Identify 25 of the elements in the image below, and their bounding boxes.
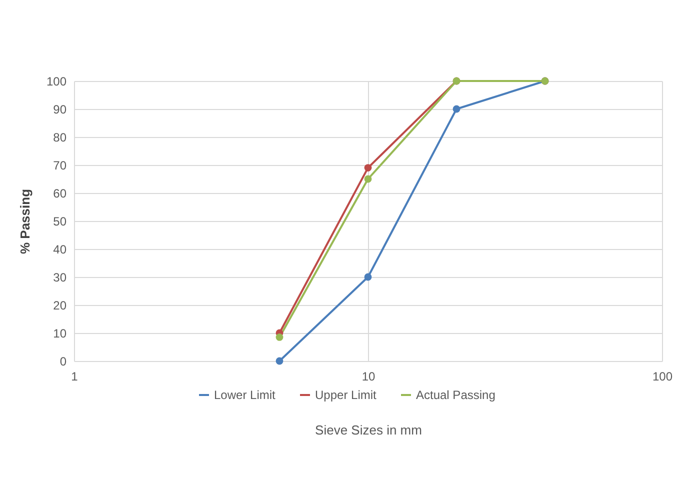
y-tick-label: 30 xyxy=(53,270,67,284)
y-tick-label: 10 xyxy=(53,326,67,340)
x-tick-label: 10 xyxy=(362,370,376,384)
y-tick-label: 0 xyxy=(60,354,67,368)
point xyxy=(364,273,372,281)
y-axis-title: % Passing xyxy=(17,188,32,254)
y-tick-label: 70 xyxy=(53,158,67,172)
legend-label: Actual Passing xyxy=(416,388,496,402)
y-tick-label: 80 xyxy=(53,130,67,144)
legend-label: Lower Limit xyxy=(214,388,276,402)
y-tick-label: 100 xyxy=(46,74,67,88)
y-tick-label: 50 xyxy=(53,214,67,228)
point xyxy=(364,175,372,183)
y-tick-label: 90 xyxy=(53,102,67,116)
point xyxy=(364,164,372,172)
x-tick-label: 1 xyxy=(71,370,78,384)
point xyxy=(276,334,284,341)
y-tick-label: 40 xyxy=(53,242,67,256)
point xyxy=(452,105,460,113)
y-tick-label: 60 xyxy=(53,186,67,200)
legend-label: Upper Limit xyxy=(315,388,378,402)
y-tick-label: 20 xyxy=(53,298,67,312)
point xyxy=(276,357,284,365)
x-tick-label: 100 xyxy=(652,370,673,384)
x-axis-title: Sieve Sizes in mm xyxy=(315,422,422,438)
